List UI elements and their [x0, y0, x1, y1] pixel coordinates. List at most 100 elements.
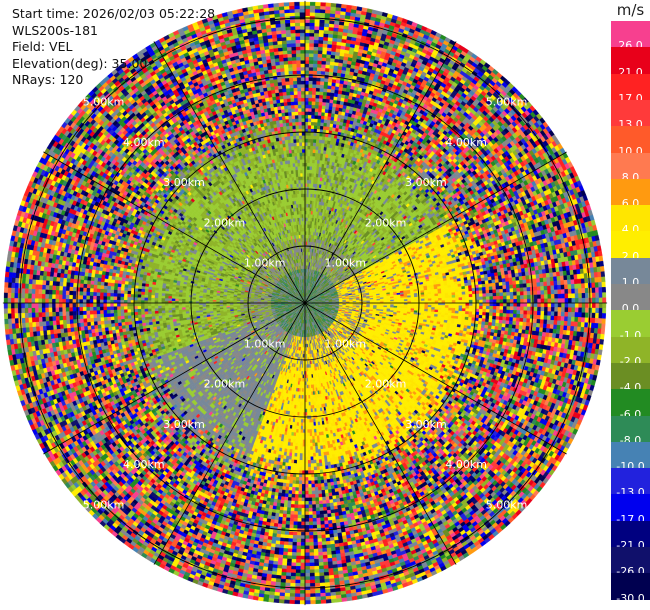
velocity-gate: [312, 87, 317, 92]
velocity-gate: [307, 148, 311, 153]
velocity-gate: [304, 118, 309, 123]
velocity-gate: [316, 125, 321, 130]
velocity-gate: [313, 39, 320, 44]
velocity-gate: [304, 25, 310, 30]
velocity-gate: [304, 1, 311, 6]
velocity-gate: [308, 80, 314, 85]
velocity-gate: [323, 29, 330, 35]
velocity-gate: [307, 162, 311, 167]
velocity-gate: [304, 18, 311, 23]
velocity-gate: [322, 101, 327, 106]
velocity-gate: [318, 39, 324, 44]
velocity-gate: [321, 105, 326, 110]
velocity-gate: [314, 8, 321, 13]
velocity-gate: [312, 142, 317, 147]
velocity-gate: [321, 53, 328, 58]
velocity-gate: [304, 138, 309, 143]
velocity-gate: [308, 111, 312, 116]
velocity-gate: [320, 80, 325, 86]
velocity-gate: [326, 50, 332, 55]
velocity-gate: [306, 179, 310, 184]
velocity-gate: [304, 104, 309, 109]
velocity-gate: [304, 53, 310, 57]
velocity-gate: [309, 155, 313, 160]
velocity-gate: [306, 190, 310, 194]
velocity-gate: [317, 111, 322, 116]
velocity-gate: [320, 115, 325, 120]
velocity-gate: [304, 39, 310, 44]
velocity-gate: [320, 2, 327, 7]
velocity-gate: [304, 12, 311, 17]
velocity-gate: [304, 5, 311, 10]
velocity-gate: [318, 29, 325, 34]
velocity-gate: [330, 2, 337, 8]
velocity-gate: [308, 70, 314, 75]
velocity-gate: [304, 15, 311, 20]
velocity-gate: [324, 12, 331, 18]
velocity-gate: [314, 19, 321, 24]
velocity-gate: [308, 63, 314, 68]
velocity-gate: [307, 142, 311, 147]
velocity-gate: [312, 70, 318, 75]
velocity-gate: [311, 97, 316, 102]
velocity-gate: [316, 67, 322, 72]
velocity-gate: [319, 12, 326, 17]
velocity-gate: [320, 67, 326, 72]
velocity-gate: [314, 25, 320, 31]
velocity-gate: [315, 91, 321, 96]
velocity-gate: [309, 152, 314, 157]
velocity-gate: [318, 101, 323, 106]
velocity-gate: [307, 121, 312, 126]
velocity-gate: [309, 1, 316, 6]
velocity-gate: [322, 98, 327, 103]
velocity-gate: [312, 66, 318, 72]
velocity-gate: [315, 101, 320, 106]
velocity-gate: [308, 83, 313, 88]
velocity-gate: [322, 94, 328, 100]
velocity-gate: [312, 77, 318, 82]
velocity-gate: [316, 77, 321, 82]
velocity-gate: [316, 70, 322, 75]
velocity-gate: [304, 49, 310, 54]
velocity-gate: [322, 40, 329, 45]
velocity-gate: [313, 56, 319, 61]
velocity-gate: [313, 125, 318, 130]
velocity-gate: [308, 77, 314, 82]
velocity-gate: [327, 37, 334, 42]
velocity-gate: [304, 142, 309, 146]
velocity-gate: [304, 131, 309, 136]
velocity-gate: [313, 36, 320, 41]
velocity-gate: [309, 39, 315, 44]
velocity-gate: [311, 94, 317, 99]
velocity-gate: [304, 145, 308, 150]
velocity-gate: [320, 70, 326, 75]
velocity-gate: [304, 83, 309, 88]
velocity-gate: [324, 112, 329, 117]
velocity-gate: [309, 18, 316, 23]
velocity-gate: [325, 9, 331, 14]
velocity-gate: [312, 84, 317, 89]
velocity-gate: [308, 66, 314, 71]
velocity-gate: [306, 200, 309, 205]
velocity-gate: [322, 43, 328, 48]
velocity-gate: [304, 128, 309, 133]
velocity-gate: [318, 43, 324, 48]
velocity-gate: [320, 5, 327, 10]
velocity-gate: [309, 46, 315, 51]
velocity-gate: [304, 100, 309, 105]
velocity-gate: [311, 104, 316, 109]
velocity-gate: [311, 111, 316, 116]
velocity-gate: [320, 122, 325, 127]
velocity-gate: [307, 155, 311, 160]
velocity-gate: [317, 60, 323, 65]
velocity-gate: [325, 5, 332, 11]
velocity-gate: [309, 22, 316, 27]
velocity-gate: [304, 148, 308, 153]
velocity-gate: [309, 159, 313, 164]
velocity-gate: [319, 135, 323, 140]
velocity-gate: [319, 87, 325, 93]
velocity-gate: [311, 101, 316, 106]
velocity-gate: [307, 114, 312, 119]
velocity-gate: [314, 29, 320, 34]
